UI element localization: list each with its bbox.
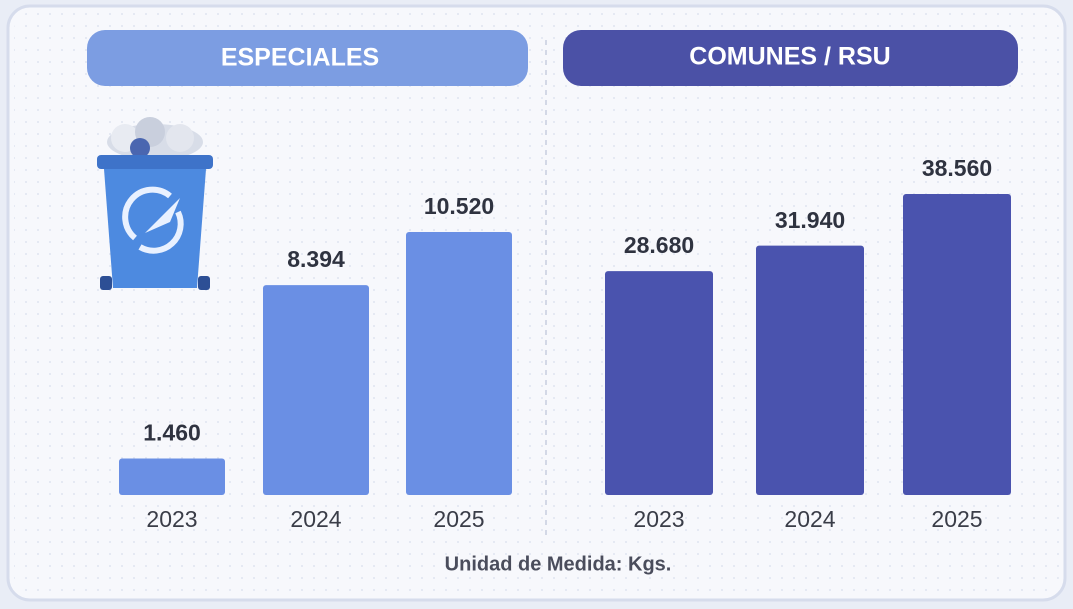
value-label: 1.460 (143, 420, 201, 446)
bar (756, 246, 864, 495)
x-tick-label: 2023 (633, 506, 684, 532)
bar (903, 194, 1011, 495)
bar (605, 271, 713, 495)
value-label: 10.520 (424, 193, 494, 219)
value-label: 28.680 (624, 232, 694, 258)
footer-note: Unidad de Medida: Kgs. (445, 553, 672, 575)
x-tick-label: 2025 (931, 506, 982, 532)
trash-icon (97, 117, 213, 290)
x-tick-label: 2024 (290, 506, 341, 532)
x-tick-label: 2025 (433, 506, 484, 532)
x-tick-label: 2023 (146, 506, 197, 532)
value-label: 38.560 (922, 155, 992, 181)
value-label: 8.394 (287, 246, 345, 272)
bar (119, 459, 225, 496)
panel-title: COMUNES / RSU (689, 43, 890, 71)
bar (263, 285, 369, 495)
value-label: 31.940 (775, 207, 845, 233)
panel-title: ESPECIALES (221, 44, 379, 72)
bar (406, 232, 512, 495)
infographic: ESPECIALES COMUNES / RSU Unidad de Medid… (0, 0, 1073, 609)
x-tick-label: 2024 (784, 506, 835, 532)
